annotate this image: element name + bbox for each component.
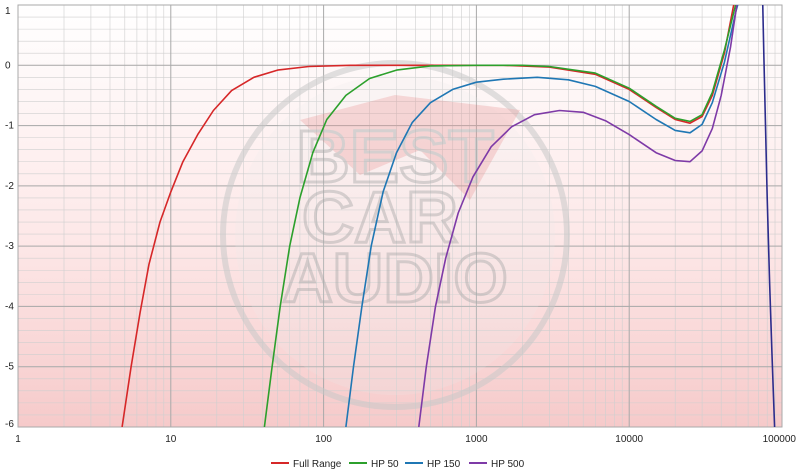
y-tick-label: 0 bbox=[5, 60, 11, 71]
series-line-full-range bbox=[121, 5, 735, 427]
watermark-disc bbox=[235, 75, 555, 395]
legend-label: Full Range bbox=[293, 459, 342, 470]
y-tick-label: -5 bbox=[5, 362, 14, 373]
series-line-hp-50 bbox=[263, 5, 737, 427]
y-tick-label: -2 bbox=[5, 181, 14, 192]
series-line-rolloff bbox=[761, 5, 776, 427]
y-axis-ticks: 1 0 -1 -2 -3 -4 -5 -6 bbox=[5, 6, 14, 430]
legend-label: HP 150 bbox=[427, 459, 461, 470]
x-tick-label: 100 bbox=[315, 434, 332, 445]
x-tick-label: 1 bbox=[15, 434, 21, 445]
watermark-ring bbox=[220, 60, 570, 410]
legend-label: HP 500 bbox=[491, 459, 525, 470]
legend: Full Range HP 50 HP 150 HP 500 bbox=[271, 459, 525, 470]
plot-border bbox=[17, 4, 783, 428]
x-tick-label: 10 bbox=[165, 434, 177, 445]
x-tick-label: 10000 bbox=[615, 434, 643, 445]
y-tick-label: -1 bbox=[5, 121, 14, 132]
y-tick-label: -3 bbox=[5, 241, 14, 252]
legend-label: HP 50 bbox=[371, 459, 399, 470]
series-line-hp-150 bbox=[345, 5, 739, 427]
watermark-logo: BEST CAR AUDIO bbox=[220, 60, 570, 410]
y-tick-label: -6 bbox=[5, 419, 14, 430]
plot-background bbox=[18, 5, 782, 427]
x-axis-ticks: 1 10 100 1000 10000 100000 bbox=[15, 434, 796, 445]
y-tick-label: 1 bbox=[5, 6, 11, 17]
x-tick-label: 100000 bbox=[763, 434, 797, 445]
x-tick-label: 1000 bbox=[465, 434, 488, 445]
series-lines bbox=[121, 5, 776, 427]
series-line-hp-500 bbox=[418, 5, 738, 427]
watermark-text-audio: AUDIO bbox=[282, 239, 508, 317]
watermark-text-car: CAR bbox=[302, 178, 458, 258]
grid bbox=[17, 4, 783, 428]
y-tick-label: -4 bbox=[5, 301, 14, 312]
watermark-accent-shape bbox=[300, 95, 520, 200]
